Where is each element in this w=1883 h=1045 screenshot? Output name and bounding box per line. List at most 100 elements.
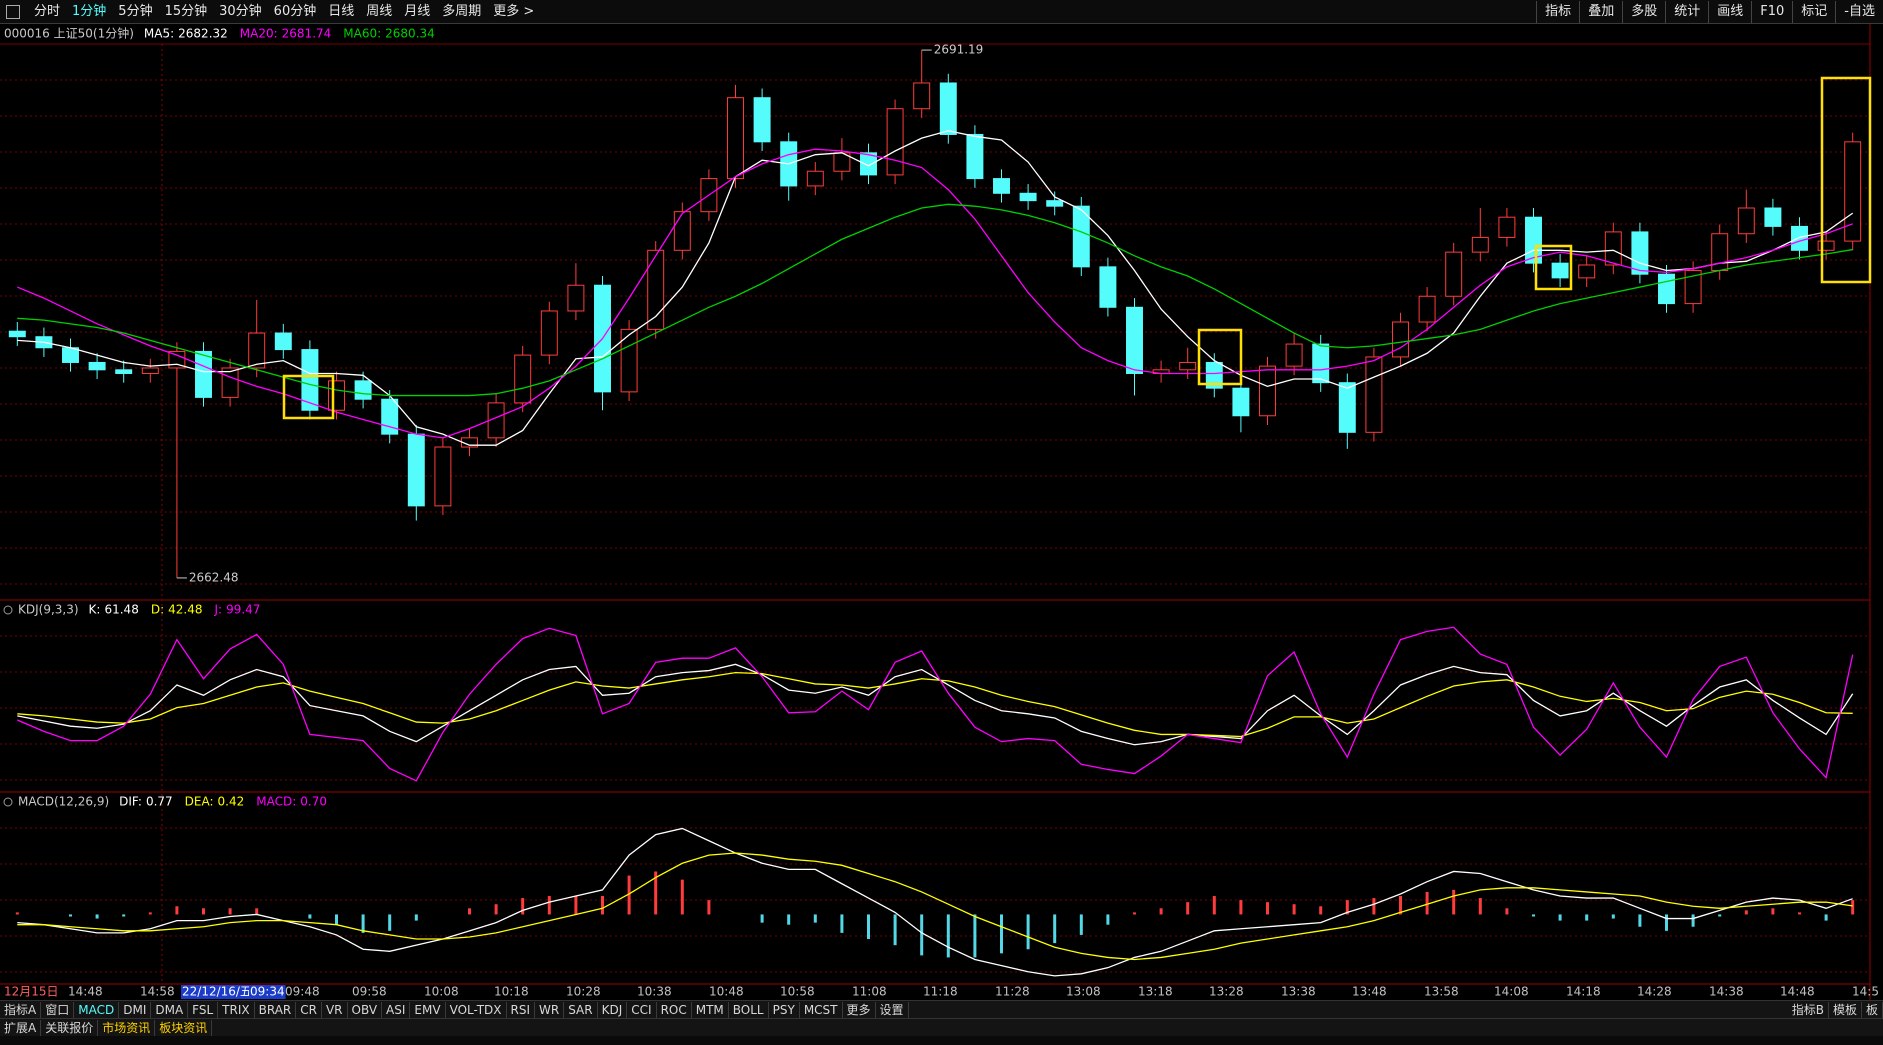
candle-body	[1631, 231, 1649, 275]
indicator-tab[interactable]: 模板	[1829, 1001, 1862, 1018]
extension-tab[interactable]: 市场资讯	[98, 1019, 156, 1036]
period-button[interactable]: 周线	[366, 3, 393, 19]
panel-icon[interactable]	[3, 605, 13, 615]
indicator-tab[interactable]: BOLL	[729, 1001, 769, 1018]
candle-body	[993, 178, 1010, 194]
indicator-tab[interactable]: CCI	[627, 1001, 657, 1018]
legend-name: DEA:	[185, 795, 214, 809]
tool-bar: 指标 叠加 多股 统计 画线 F10 标记 -自选	[1536, 0, 1883, 23]
time-label: 09:58	[352, 985, 387, 999]
candle-body	[1179, 361, 1197, 371]
indicator-tab[interactable]: DMA	[151, 1001, 189, 1018]
candle-body	[620, 328, 638, 393]
period-button[interactable]: 多周期	[442, 3, 482, 19]
macd-bar	[1851, 900, 1855, 915]
indicator-tab[interactable]: OBV	[348, 1001, 383, 1018]
candle-body	[1365, 356, 1383, 433]
indicator-tab[interactable]: TRIX	[218, 1001, 255, 1018]
macd-bar	[122, 914, 126, 917]
macd-bar	[1452, 889, 1456, 915]
series-line	[17, 203, 1853, 397]
panel-title: 000016 上证50(1分钟)	[4, 26, 134, 41]
period-button[interactable]: 5分钟	[118, 3, 153, 19]
macd-bar	[1266, 902, 1269, 915]
indicator-tab[interactable]: FSL	[188, 1001, 219, 1018]
candle-body	[1684, 270, 1702, 305]
indicator-tab[interactable]: MTM	[692, 1001, 729, 1018]
indicator-tab[interactable]: 更多	[843, 1001, 876, 1018]
indicator-tab[interactable]: ROC	[657, 1001, 692, 1018]
tool-button[interactable]: 指标	[1536, 0, 1579, 23]
time-label: 14:48	[1780, 985, 1815, 999]
extension-tab[interactable]: 板块资讯	[155, 1019, 213, 1036]
tool-button[interactable]: 标记	[1792, 0, 1835, 23]
indicator-tab[interactable]: ASI	[382, 1001, 411, 1018]
time-label: 13:58	[1424, 985, 1459, 999]
candle-body	[1392, 321, 1409, 358]
macd-bar	[468, 908, 471, 915]
time-label: 09:34	[250, 985, 285, 999]
macd-bar	[521, 898, 525, 915]
series-line	[17, 148, 1853, 439]
indicator-tab[interactable]: 指标B	[1788, 1001, 1829, 1018]
extension-tab[interactable]: 关联报价	[41, 1019, 99, 1036]
highlight-box	[1534, 244, 1573, 291]
highlight-boxes	[282, 76, 1872, 420]
indicator-tab[interactable]: CR	[296, 1001, 322, 1018]
indicator-tab[interactable]: VR	[322, 1001, 348, 1018]
indicator-tab[interactable]: KDJ	[598, 1001, 628, 1018]
period-button[interactable]: 15分钟	[164, 3, 208, 19]
extension-tab[interactable]: 扩展A	[0, 1019, 42, 1036]
macd-bar	[760, 914, 764, 923]
indicator-tab[interactable]: SAR	[564, 1001, 598, 1018]
indicator-tab[interactable]: MACD	[74, 1001, 120, 1018]
period-button[interactable]: 月线	[404, 3, 431, 19]
tool-button[interactable]: 叠加	[1579, 0, 1622, 23]
period-button[interactable]: 日线	[328, 3, 355, 19]
macd-bar	[1798, 912, 1801, 915]
macd-bar	[1345, 900, 1349, 915]
macd-bar	[15, 912, 19, 915]
indicator-tab[interactable]: MCST	[800, 1001, 843, 1018]
candle-body	[221, 367, 239, 398]
tool-button[interactable]: 多股	[1622, 0, 1665, 23]
time-label: 10:38	[637, 985, 672, 999]
period-button[interactable]: 60分钟	[273, 3, 317, 19]
time-highlight	[249, 985, 286, 999]
macd-bar	[1611, 914, 1615, 919]
candle-body	[1604, 231, 1622, 266]
period-button[interactable]: 30分钟	[219, 3, 262, 19]
indicator-tab[interactable]: 设置	[876, 1001, 909, 1018]
low-label: 2662.48	[189, 570, 239, 584]
macd-bar	[893, 914, 897, 946]
tool-button[interactable]: 统计	[1665, 0, 1708, 23]
period-button[interactable]: 更多 >	[493, 3, 535, 19]
indicator-tab[interactable]: RSI	[507, 1001, 536, 1018]
indicator-tab[interactable]: 指标A	[0, 1001, 42, 1018]
tool-button[interactable]: 画线	[1708, 0, 1751, 23]
indicator-tab[interactable]: DMI	[119, 1001, 152, 1018]
candle-body	[1817, 240, 1835, 251]
candle-body	[1126, 306, 1143, 374]
tool-button[interactable]: F10	[1751, 0, 1792, 23]
candle-body	[939, 82, 957, 135]
indicator-tab[interactable]: 板	[1862, 1001, 1883, 1018]
candle-body	[1658, 273, 1675, 305]
extension-tabs: 扩展A 关联报价 市场资讯 板块资讯	[0, 1018, 1883, 1036]
tool-button[interactable]: -自选	[1835, 0, 1883, 23]
candle-body	[354, 380, 372, 400]
indicator-tab[interactable]: EMV	[410, 1001, 446, 1018]
menu-icon[interactable]	[6, 4, 20, 19]
macd-bar	[813, 914, 817, 923]
panel-icon[interactable]	[3, 797, 13, 807]
period-button[interactable]: 1分钟	[72, 3, 107, 19]
indicator-tab[interactable]: PSY	[769, 1001, 800, 1018]
indicator-tab[interactable]: 窗口	[41, 1001, 75, 1018]
macd-bar	[973, 914, 977, 958]
indicator-tab[interactable]: VOL-TDX	[446, 1001, 507, 1018]
macd-bar	[361, 914, 365, 933]
candle-body	[753, 97, 771, 143]
period-button[interactable]: 分时	[34, 3, 61, 19]
indicator-tab[interactable]: WR	[535, 1001, 565, 1018]
indicator-tab[interactable]: BRAR	[255, 1001, 297, 1018]
